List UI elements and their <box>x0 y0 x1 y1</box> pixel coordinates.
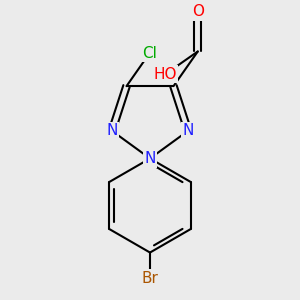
Text: O: O <box>192 4 204 19</box>
Text: N: N <box>182 123 194 138</box>
Text: N: N <box>106 123 118 138</box>
Text: N: N <box>144 151 156 166</box>
Text: HO: HO <box>153 67 177 82</box>
Text: Cl: Cl <box>142 46 157 61</box>
Text: Br: Br <box>142 271 158 286</box>
